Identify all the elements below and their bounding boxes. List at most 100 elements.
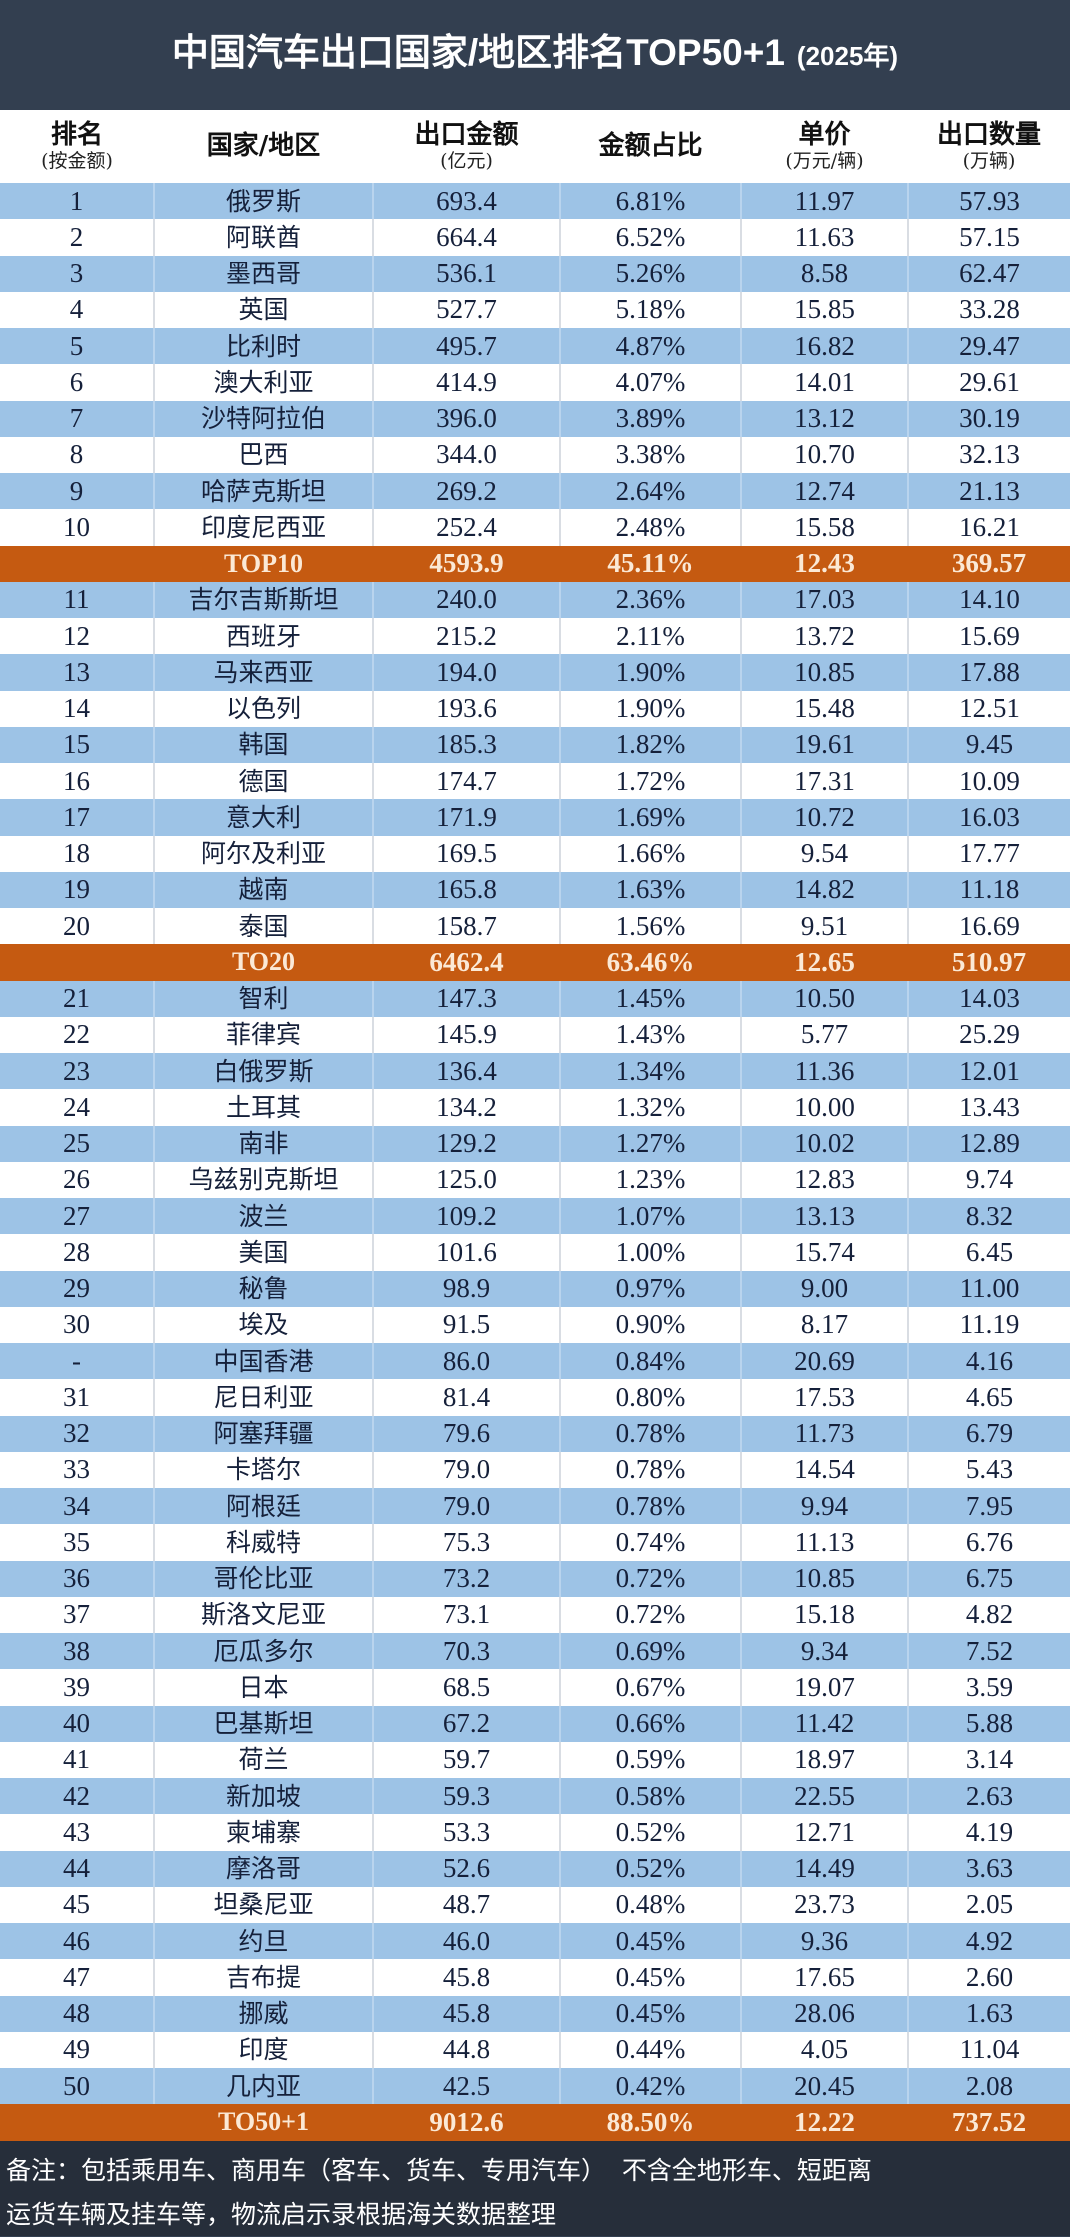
cell-amount: 79.0	[372, 1488, 560, 1525]
cell-share: 0.78%	[559, 1488, 741, 1525]
cell-quantity: 2.63	[907, 1778, 1070, 1815]
table-row: 30 埃及 91.5 0.90% 8.17 11.19	[0, 1306, 1070, 1343]
cell-rank: 50	[63, 2070, 90, 2101]
cell-unit-price: 19.07	[740, 1669, 908, 1706]
cell-rank: 29	[63, 1273, 90, 1304]
cell-share: 1.43%	[559, 1016, 741, 1053]
cell-quantity: 25.29	[907, 1016, 1070, 1053]
cell-unit-price: 28.06	[740, 1995, 908, 2032]
cell-unit-price: 9.34	[740, 1633, 908, 1670]
cell-quantity: 12.01	[907, 1053, 1070, 1090]
cell-quantity: 9.74	[907, 1161, 1070, 1198]
cell-share: 0.72%	[559, 1560, 741, 1597]
cell-country: TO50+1	[218, 2107, 309, 2137]
cell-unit-price: 8.58	[740, 255, 908, 292]
column-header-quantity: 出口数量 (万辆)	[908, 110, 1070, 183]
cell-rank: 41	[63, 1744, 90, 1775]
cell-country: 乌兹别克斯坦	[153, 1161, 373, 1198]
cell-unit-price: 14.49	[740, 1850, 908, 1887]
cell-share: 0.72%	[559, 1596, 741, 1633]
cell-share: 0.69%	[559, 1633, 741, 1670]
cell-unit-price: 13.13	[740, 1198, 908, 1235]
cell-country: 意大利	[153, 799, 373, 836]
table-row: 39 日本 68.5 0.67% 19.07 3.59	[0, 1669, 1070, 1706]
cell-amount: 45.8	[372, 1995, 560, 2032]
cell-unit-price: 10.85	[740, 1560, 908, 1597]
cell-quantity: 510.97	[951, 946, 1027, 977]
cell-unit-price: 20.69	[740, 1343, 908, 1380]
cell-country: 波兰	[153, 1198, 373, 1235]
cell-country: 约旦	[153, 1923, 373, 1960]
cell-share: 0.42%	[559, 2068, 741, 2105]
cell-country: 新加坡	[153, 1778, 373, 1815]
cell-share: 1.72%	[559, 763, 741, 800]
cell-quantity: 3.14	[907, 1741, 1070, 1778]
cell-share: 0.45%	[559, 1923, 741, 1960]
cell-quantity: 29.61	[907, 364, 1070, 401]
cell-unit-price: 23.73	[740, 1886, 908, 1923]
cell-rank: 36	[63, 1563, 90, 1594]
cell-quantity: 62.47	[907, 255, 1070, 292]
table-row: 34 阿根廷 79.0 0.78% 9.94 7.95	[0, 1488, 1070, 1525]
cell-quantity: 7.52	[907, 1633, 1070, 1670]
cell-amount: 48.7	[372, 1886, 560, 1923]
cell-quantity: 13.43	[907, 1089, 1070, 1126]
cell-country: 阿根廷	[153, 1488, 373, 1525]
table-row: 11 吉尔吉斯斯坦 240.0 2.36% 17.03 14.10	[0, 581, 1070, 618]
cell-unit-price: 10.85	[740, 654, 908, 691]
cell-quantity: 16.69	[907, 908, 1070, 945]
table-row: 44 摩洛哥 52.6 0.52% 14.49 3.63	[0, 1850, 1070, 1887]
cell-country: 几内亚	[153, 2068, 373, 2105]
cell-rank: 4	[69, 294, 84, 325]
cell-quantity: 14.10	[907, 581, 1070, 618]
cell-country: 阿联酋	[153, 219, 373, 256]
cell-country: 尼日利亚	[153, 1379, 373, 1416]
title-text: 中国汽车出口国家/地区排名TOP50+1	[171, 32, 785, 73]
cell-unit-price: 17.31	[740, 763, 908, 800]
cell-rank: 24	[63, 1091, 90, 1122]
cell-country: 斯洛文尼亚	[153, 1596, 373, 1633]
cell-unit-price: 12.65	[794, 946, 855, 977]
cell-amount: 215.2	[372, 618, 560, 655]
cell-country: 秘鲁	[153, 1270, 373, 1307]
cell-amount: 165.8	[372, 871, 560, 908]
cell-country: 德国	[153, 763, 373, 800]
cell-amount: 169.5	[372, 835, 560, 872]
cell-quantity: 30.19	[907, 400, 1070, 437]
cell-unit-price: 15.85	[740, 291, 908, 328]
cell-amount: 125.0	[372, 1161, 560, 1198]
cell-rank: 40	[63, 1708, 90, 1739]
table-row: 26 乌兹别克斯坦 125.0 1.23% 12.83 9.74	[0, 1161, 1070, 1198]
cell-share: 1.69%	[559, 799, 741, 836]
cell-share: 0.66%	[559, 1705, 741, 1742]
cell-amount: 536.1	[372, 255, 560, 292]
cell-quantity: 12.89	[907, 1125, 1070, 1162]
table-row: 29 秘鲁 98.9 0.97% 9.00 11.00	[0, 1270, 1070, 1307]
cell-share: 0.45%	[559, 1995, 741, 2032]
cell-unit-price: 10.50	[740, 980, 908, 1017]
cell-share: 1.63%	[559, 871, 741, 908]
cell-country: 以色列	[153, 690, 373, 727]
cell-unit-price: 17.65	[740, 1959, 908, 1996]
cell-country: 摩洛哥	[153, 1850, 373, 1887]
table-row: 45 坦桑尼亚 48.7 0.48% 23.73 2.05	[0, 1886, 1070, 1923]
cell-unit-price: 22.55	[740, 1778, 908, 1815]
cell-country: 墨西哥	[153, 255, 373, 292]
cell-share: 3.89%	[559, 400, 741, 437]
cell-unit-price: 10.72	[740, 799, 908, 836]
cell-country: 挪威	[153, 1995, 373, 2032]
cell-amount: 59.3	[372, 1778, 560, 1815]
summary-row: TO50+1 9012.6 88.50% 12.22 737.52	[0, 2104, 1070, 2141]
table-header: 排名 (按金额) 国家/地区 出口金额 (亿元) 金额占比 单价 (万元/辆) 出口数量 (万辆)	[0, 110, 1070, 183]
cell-rank: 43	[63, 1816, 90, 1847]
footer-line-2: 运货车辆及挂车等，物流启示录根据海关数据整理	[6, 2199, 557, 2229]
table-row: 28 美国 101.6 1.00% 15.74 6.45	[0, 1234, 1070, 1271]
cell-share: 0.90%	[559, 1306, 741, 1343]
column-header-country: 国家/地区	[154, 110, 373, 183]
cell-share: 0.45%	[559, 1959, 741, 1996]
cell-unit-price: 20.45	[740, 2068, 908, 2105]
column-label: 国家/地区	[206, 130, 321, 161]
cell-share: 1.00%	[559, 1234, 741, 1271]
cell-share: 0.74%	[559, 1524, 741, 1561]
cell-amount: 396.0	[372, 400, 560, 437]
